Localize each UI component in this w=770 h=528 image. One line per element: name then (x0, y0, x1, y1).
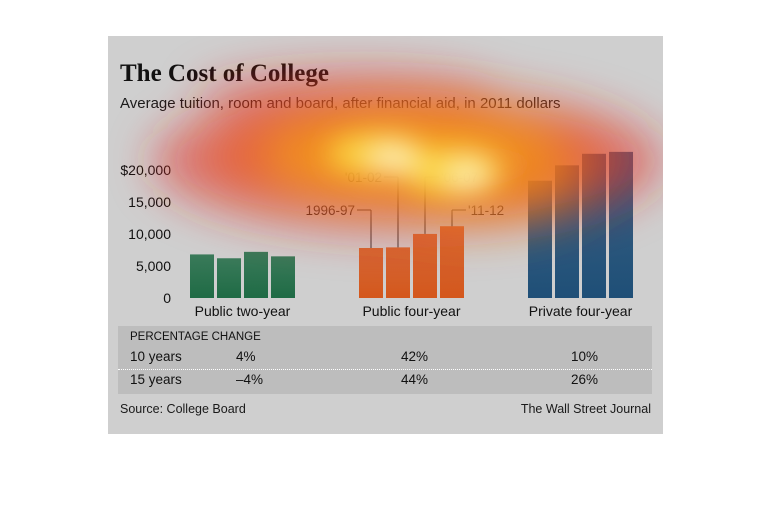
bar (190, 254, 214, 298)
publisher-credit: The Wall Street Journal (520, 402, 651, 416)
bar (555, 165, 579, 298)
percentage-change-heading: PERCENTAGE CHANGE (130, 331, 261, 343)
period-label: 1996-97 (305, 203, 355, 218)
bar (359, 248, 383, 298)
category-label: Public four-year (362, 303, 460, 319)
y-tick-label: 5,000 (136, 258, 171, 274)
table-row: 15 years –4% 44% 26% (118, 370, 652, 392)
row-label: 10 years (130, 349, 182, 364)
y-tick-label: 0 (163, 290, 171, 306)
private-four-year-change: 10% (571, 349, 599, 364)
bar (271, 256, 295, 298)
category-label: Public two-year (195, 303, 291, 319)
y-tick-label: 10,000 (128, 226, 171, 242)
period-label: '06-07 (441, 170, 478, 185)
row-label: 15 years (130, 372, 182, 387)
chart-title: The Cost of College (120, 60, 329, 87)
public-four-year-change: 44% (401, 372, 429, 387)
table-row: 10 years 4% 42% 10% (118, 347, 652, 370)
public-four-year-change: 42% (401, 349, 429, 364)
period-label: '01-02 (345, 170, 382, 185)
bar (528, 180, 552, 298)
private-four-year-change: 26% (571, 372, 599, 387)
percentage-change-table: PERCENTAGE CHANGE 10 years 4% 42% 10% 15… (118, 326, 652, 394)
public-two-year-change: 4% (236, 349, 256, 364)
y-tick-label: 15,000 (128, 194, 171, 210)
bar (244, 251, 268, 298)
bar (582, 153, 606, 298)
public-two-year-change: –4% (236, 372, 264, 387)
bar (386, 247, 410, 298)
category-label: Private four-year (529, 303, 633, 319)
source-note: Source: College Board (120, 402, 246, 416)
chart-subtitle: Average tuition, room and board, after f… (120, 95, 561, 112)
bar (413, 233, 437, 298)
y-tick-label: $20,000 (120, 162, 171, 178)
bar (609, 151, 633, 298)
period-label: '11-12 (468, 203, 504, 218)
bar (440, 226, 464, 298)
bar (217, 258, 241, 298)
chart-card: 0 5,000 10,000 15,000 $20,000 Public two-year… (108, 36, 663, 434)
